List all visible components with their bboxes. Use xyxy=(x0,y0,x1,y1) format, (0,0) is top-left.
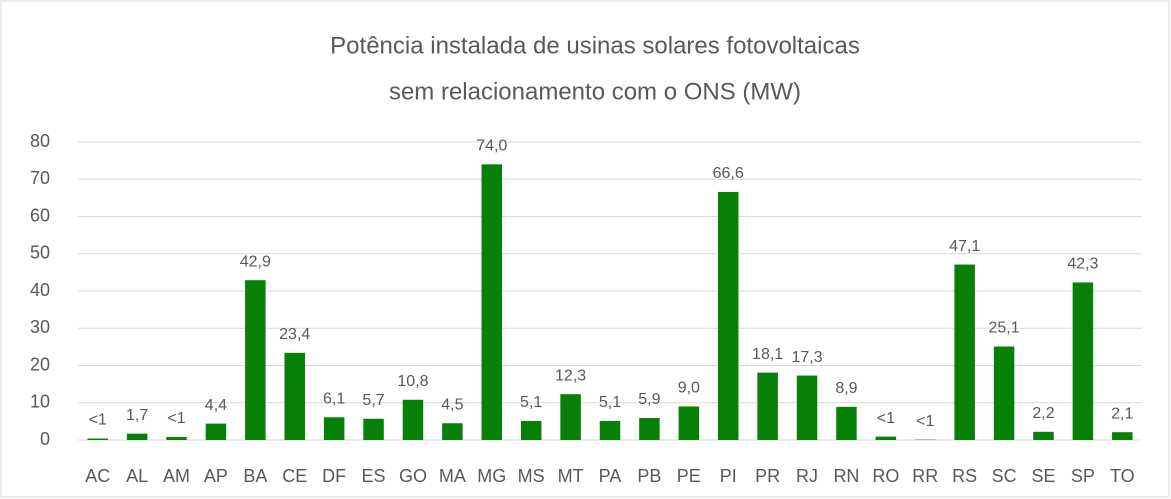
value-label: 6,1 xyxy=(323,390,345,407)
value-label: 4,4 xyxy=(205,397,227,414)
value-label: 9,0 xyxy=(678,380,700,397)
y-tick-label: 80 xyxy=(30,131,50,151)
bar xyxy=(678,406,700,440)
x-tick-label: RN xyxy=(833,466,859,486)
value-label: 1,7 xyxy=(126,407,148,424)
value-label: 25,1 xyxy=(989,320,1020,337)
bar xyxy=(245,280,266,440)
value-label: 5,1 xyxy=(520,394,542,411)
value-label: 2,1 xyxy=(1111,405,1133,422)
value-label: <1 xyxy=(89,412,107,429)
bar xyxy=(520,421,542,440)
bar xyxy=(954,264,975,440)
y-tick-label: 20 xyxy=(30,354,50,374)
bar xyxy=(757,372,778,440)
x-tick-label: RJ xyxy=(796,466,818,486)
value-label: <1 xyxy=(916,413,934,430)
x-tick-label: SP xyxy=(1071,466,1095,486)
y-tick-label: 30 xyxy=(30,317,50,337)
x-tick-label: RO xyxy=(872,466,899,486)
value-label: 66,6 xyxy=(713,165,744,182)
value-label: 5,9 xyxy=(638,391,660,408)
x-tick-label: AP xyxy=(204,466,228,486)
bar xyxy=(166,437,187,440)
y-tick-label: 50 xyxy=(30,243,50,263)
value-label: 17,3 xyxy=(791,349,822,366)
bar xyxy=(284,352,305,440)
x-tick-label: PE xyxy=(677,466,701,486)
value-label: 8,9 xyxy=(835,380,857,397)
value-label: 23,4 xyxy=(279,326,310,343)
x-tick-label: MS xyxy=(518,466,545,486)
value-label: 5,7 xyxy=(362,392,384,409)
x-tick-label: SE xyxy=(1031,466,1055,486)
value-label: 10,8 xyxy=(397,373,428,390)
bar xyxy=(87,438,108,440)
x-tick-label: ES xyxy=(362,466,386,486)
value-label: 18,1 xyxy=(752,346,783,363)
x-tick-label: RS xyxy=(952,466,977,486)
x-tick-label: GO xyxy=(399,466,427,486)
bar xyxy=(993,346,1015,440)
value-label: 74,0 xyxy=(476,138,507,155)
y-tick-label: 40 xyxy=(30,280,50,300)
chart-title: sem relacionamento com o ONS (MW) xyxy=(389,78,801,105)
bar xyxy=(363,418,384,440)
bar xyxy=(875,436,897,440)
value-label: <1 xyxy=(167,410,185,427)
value-label: 12,3 xyxy=(555,367,586,384)
bar xyxy=(560,394,581,440)
y-tick-label: 70 xyxy=(30,168,50,188)
x-tick-label: BA xyxy=(243,466,267,486)
x-tick-label: DF xyxy=(322,466,346,486)
value-label: 42,9 xyxy=(240,253,271,270)
x-tick-label: AC xyxy=(85,466,110,486)
bar xyxy=(639,418,660,440)
bar xyxy=(717,191,739,440)
bar xyxy=(323,417,345,440)
x-tick-label: AL xyxy=(126,466,148,486)
value-label: 5,1 xyxy=(599,394,621,411)
bar xyxy=(599,421,621,440)
bar xyxy=(442,423,463,440)
chart-title: Potência instalada de usinas solares fot… xyxy=(330,32,860,59)
bar xyxy=(126,433,148,440)
x-tick-label: MT xyxy=(558,466,584,486)
x-tick-label: PB xyxy=(637,466,661,486)
x-tick-label: RR xyxy=(912,466,938,486)
value-label: <1 xyxy=(877,410,895,427)
x-tick-label: SC xyxy=(992,466,1017,486)
bar xyxy=(402,399,424,440)
bar xyxy=(796,375,818,440)
x-tick-label: PI xyxy=(720,466,737,486)
x-tick-label: PR xyxy=(755,466,780,486)
x-tick-label: MA xyxy=(439,466,466,486)
x-tick-label: CE xyxy=(282,466,307,486)
value-label: 47,1 xyxy=(949,238,980,255)
value-label: 42,3 xyxy=(1067,256,1098,273)
x-tick-label: MG xyxy=(477,466,506,486)
x-tick-label: AM xyxy=(163,466,190,486)
bar xyxy=(836,406,857,440)
value-label: 2,2 xyxy=(1032,405,1054,422)
bar xyxy=(481,164,503,440)
y-tick-label: 10 xyxy=(30,392,50,412)
value-label: 4,5 xyxy=(441,396,463,413)
bar xyxy=(1112,432,1133,440)
y-tick-label: 0 xyxy=(40,429,50,449)
bar xyxy=(1072,282,1094,440)
y-tick-label: 60 xyxy=(30,205,50,225)
bar xyxy=(205,423,227,440)
x-tick-label: TO xyxy=(1110,466,1135,486)
x-tick-label: PA xyxy=(599,466,622,486)
bar xyxy=(1033,431,1054,440)
